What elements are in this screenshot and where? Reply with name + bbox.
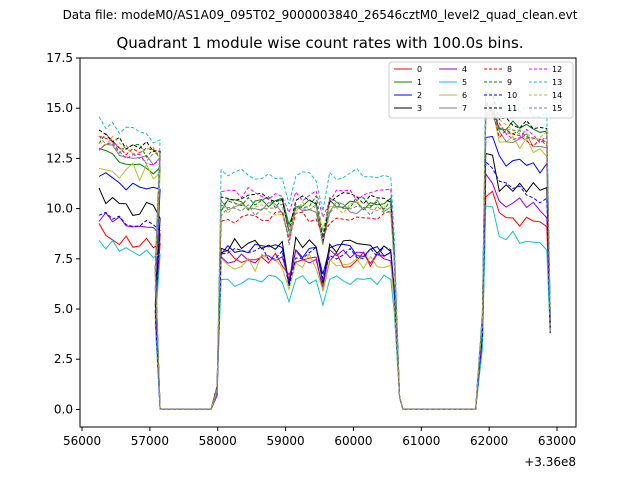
legend-label: 1 (417, 78, 422, 87)
x-offset-label: +3.36e8 (524, 455, 576, 469)
series-line-8 (98, 108, 551, 410)
series-line-1 (98, 103, 551, 410)
legend-label: 15 (552, 104, 562, 113)
legend-label: 7 (462, 104, 467, 113)
x-tick-label: 63000 (538, 434, 576, 448)
legend-label: 12 (552, 65, 562, 74)
y-tick-label: 15.0 (46, 101, 73, 115)
legend-label: 11 (507, 104, 517, 113)
x-axis: 56000 57000 58000 59000 60000 61000 62000 63000 (63, 427, 576, 448)
legend-label: 0 (417, 65, 422, 74)
x-tick-label: 56000 (63, 434, 101, 448)
series-line-5 (98, 205, 551, 410)
series-line-12 (98, 106, 551, 410)
series-line-9 (98, 100, 551, 410)
series-line-15 (98, 103, 551, 410)
legend-label: 8 (507, 65, 512, 74)
legend-label: 2 (417, 91, 422, 100)
plot-frame (79, 57, 577, 428)
legend-label: 4 (462, 65, 467, 74)
y-axis: 0.0 2.5 5.0 7.5 10.0 12.5 15.0 17.5 (46, 51, 80, 416)
y-tick-label: 0.0 (54, 402, 73, 416)
series-line-11 (98, 91, 551, 410)
x-tick-label: 58000 (199, 434, 237, 448)
legend-label: 10 (507, 91, 517, 100)
legend-label: 14 (552, 91, 562, 100)
x-tick-label: 62000 (470, 434, 508, 448)
legend-label: 6 (462, 91, 467, 100)
series-line-14 (98, 107, 551, 410)
series-line-10 (98, 160, 551, 410)
chart-title: Quadrant 1 module wise count rates with … (116, 34, 524, 52)
file-caption: Data file: modeM0/AS1A09_095T02_90000038… (62, 8, 578, 22)
legend-label: 9 (507, 78, 512, 87)
series-line-7 (98, 114, 551, 410)
x-tick-label: 57000 (131, 434, 169, 448)
y-tick-label: 7.5 (54, 252, 73, 266)
y-tick-label: 10.0 (46, 202, 73, 216)
legend-label: 13 (552, 78, 562, 87)
series-line-6 (98, 107, 551, 410)
series-line-13 (98, 79, 551, 410)
legend-box (388, 61, 574, 119)
legend-label: 5 (462, 78, 467, 87)
y-tick-label: 5.0 (54, 302, 73, 316)
y-tick-label: 2.5 (54, 352, 73, 366)
plot-lines (98, 79, 551, 410)
x-tick-label: 59000 (266, 434, 304, 448)
legend-label: 3 (417, 104, 422, 113)
y-tick-label: 12.5 (46, 151, 73, 165)
x-tick-label: 61000 (402, 434, 440, 448)
y-tick-label: 17.5 (46, 51, 73, 65)
x-tick-label: 60000 (334, 434, 372, 448)
